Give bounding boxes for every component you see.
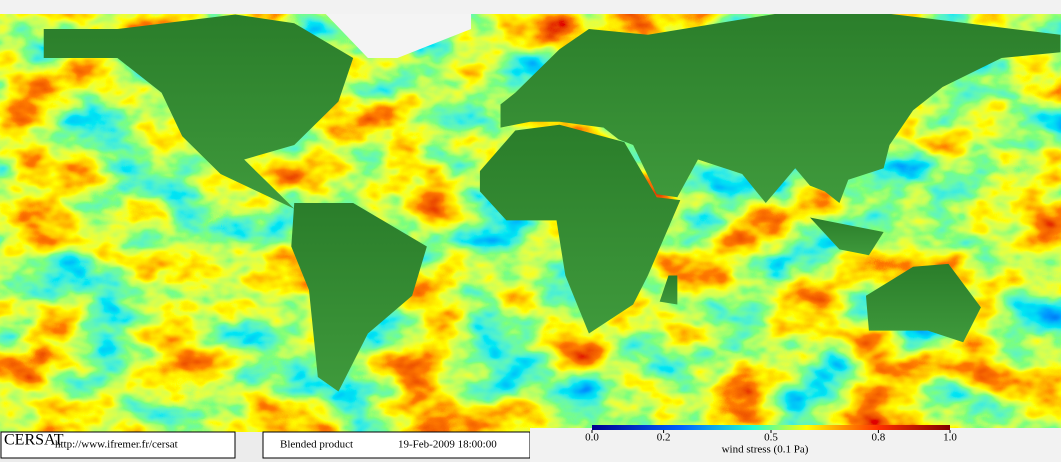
tick-label: 0.8 [872, 432, 886, 444]
colorbar-label: wind stress (0.1 Pa) [722, 444, 809, 456]
date: 19-Feb-2009 18:00:00 [398, 439, 497, 451]
colorbar-panel [530, 428, 1061, 462]
org: CERSAT [4, 432, 64, 449]
title-box [0, 431, 236, 459]
continents [43, 0, 1061, 392]
product: Blended product [280, 439, 353, 451]
tick-label: 0.2 [657, 432, 671, 444]
url: http://www.ifremer.fr/cersat [55, 439, 178, 451]
colorbar [592, 425, 950, 430]
tick-label: 1.0 [943, 432, 957, 444]
tick-label: 0.0 [585, 432, 599, 444]
tick-label: 0.5 [764, 432, 778, 444]
product-box [262, 431, 531, 459]
colorbar-ticks: 0.0 0.2 0.5 0.8 1.0 [585, 430, 957, 444]
arctic [0, 0, 1061, 14]
